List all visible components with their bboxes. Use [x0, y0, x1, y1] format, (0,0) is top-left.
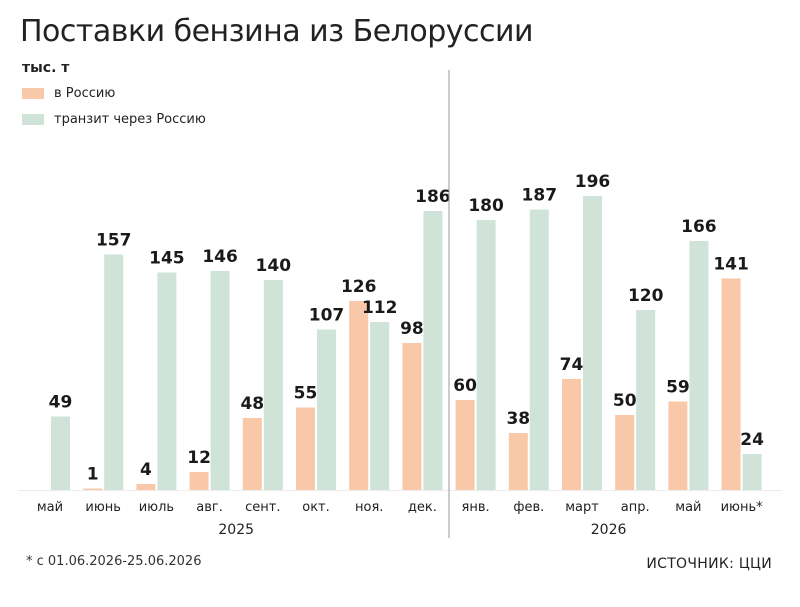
bar-transit: [742, 454, 762, 490]
bar-to-russia: [562, 379, 581, 490]
data-label-transit: 140: [256, 256, 292, 276]
bar-transit: [423, 211, 443, 490]
bar-to-russia: [721, 278, 741, 490]
data-label-transit: 146: [202, 247, 238, 267]
data-label-transit: 112: [362, 298, 398, 318]
x-tick-label: сент.: [245, 500, 280, 515]
bar-transit: [583, 196, 602, 490]
data-label-transit: 196: [575, 172, 611, 192]
bar-to-russia: [402, 343, 422, 490]
bar-transit: [51, 416, 70, 490]
data-label-to-russia: 74: [560, 355, 584, 375]
bar-to-russia: [83, 488, 103, 490]
year-label: 2026: [591, 522, 627, 538]
bar-to-russia: [136, 484, 156, 490]
bar-to-russia: [242, 418, 262, 490]
bar-to-russia: [668, 401, 688, 490]
data-label-to-russia: 98: [400, 319, 424, 339]
x-tick-label: июнь*: [721, 500, 764, 515]
x-tick-label: май: [675, 500, 701, 515]
legend-swatch-transit: [22, 113, 44, 125]
data-label-transit: 166: [681, 217, 717, 237]
data-label-transit: 186: [415, 187, 451, 207]
bar-transit: [370, 322, 390, 490]
data-label-to-russia: 141: [713, 255, 749, 275]
chart-title: Поставки бензина из Белоруссии: [20, 14, 534, 49]
bar-transit: [636, 310, 656, 490]
legend-item-transit: транзит через Россию: [22, 110, 206, 128]
data-label-transit: 157: [96, 231, 132, 251]
x-tick-label: дек.: [408, 500, 437, 515]
x-tick-label: янв.: [462, 500, 490, 515]
data-label-to-russia: 1: [87, 465, 99, 485]
legend-label-transit: транзит через Россию: [54, 111, 206, 127]
data-label-transit: 107: [309, 306, 345, 326]
bar-to-russia: [508, 433, 528, 490]
data-label-to-russia: 12: [187, 448, 211, 468]
legend-item-to-russia: в Россию: [22, 84, 115, 102]
x-tick-label: окт.: [302, 500, 330, 515]
bar-to-russia: [296, 407, 315, 490]
x-tick-label: фев.: [513, 500, 544, 515]
x-tick-label: авг.: [196, 500, 223, 515]
data-label-to-russia: 4: [140, 460, 152, 480]
unit-label: тыс. т: [22, 60, 70, 76]
bar-transit: [317, 329, 336, 490]
data-label-to-russia: 59: [666, 378, 690, 398]
data-label-transit: 24: [740, 430, 764, 450]
data-label-transit: 145: [149, 249, 185, 269]
x-tick-label: ноя.: [355, 500, 383, 515]
source-label: ИСТОЧНИК: ЦЦИ: [646, 556, 772, 572]
data-label-to-russia: 60: [453, 376, 477, 396]
year-label: 2025: [218, 522, 254, 538]
x-tick-label: май: [37, 500, 63, 515]
bar-transit: [210, 271, 230, 490]
data-label-to-russia: 48: [240, 394, 264, 414]
x-tick-label: апр.: [621, 500, 650, 515]
legend-swatch-to-russia: [22, 87, 44, 99]
legend-label-to-russia: в Россию: [54, 85, 116, 101]
x-tick-label: июнь: [85, 500, 121, 515]
footnote: * с 01.06.2026-25.06.2026: [26, 554, 202, 569]
bar-transit: [263, 280, 283, 490]
bar-to-russia: [615, 415, 635, 490]
bar-transit: [529, 209, 549, 490]
bar-transit: [104, 254, 124, 490]
bar-to-russia: [349, 301, 369, 490]
bar-to-russia: [189, 472, 209, 490]
data-label-to-russia: 50: [613, 391, 637, 411]
data-label-transit: 180: [468, 196, 504, 216]
data-label-transit: 120: [628, 286, 664, 306]
data-label-to-russia: 38: [506, 409, 530, 429]
bar-transit: [476, 220, 496, 490]
bar-transit: [157, 272, 177, 490]
data-label-to-russia: 55: [294, 384, 318, 404]
data-label-transit: 187: [522, 186, 558, 206]
x-tick-label: июль: [139, 500, 174, 515]
x-tick-label: март: [565, 500, 599, 515]
bar-to-russia: [455, 400, 475, 490]
data-label-to-russia: 126: [341, 277, 377, 297]
bar-transit: [689, 241, 709, 490]
data-label-transit: 49: [49, 393, 73, 413]
